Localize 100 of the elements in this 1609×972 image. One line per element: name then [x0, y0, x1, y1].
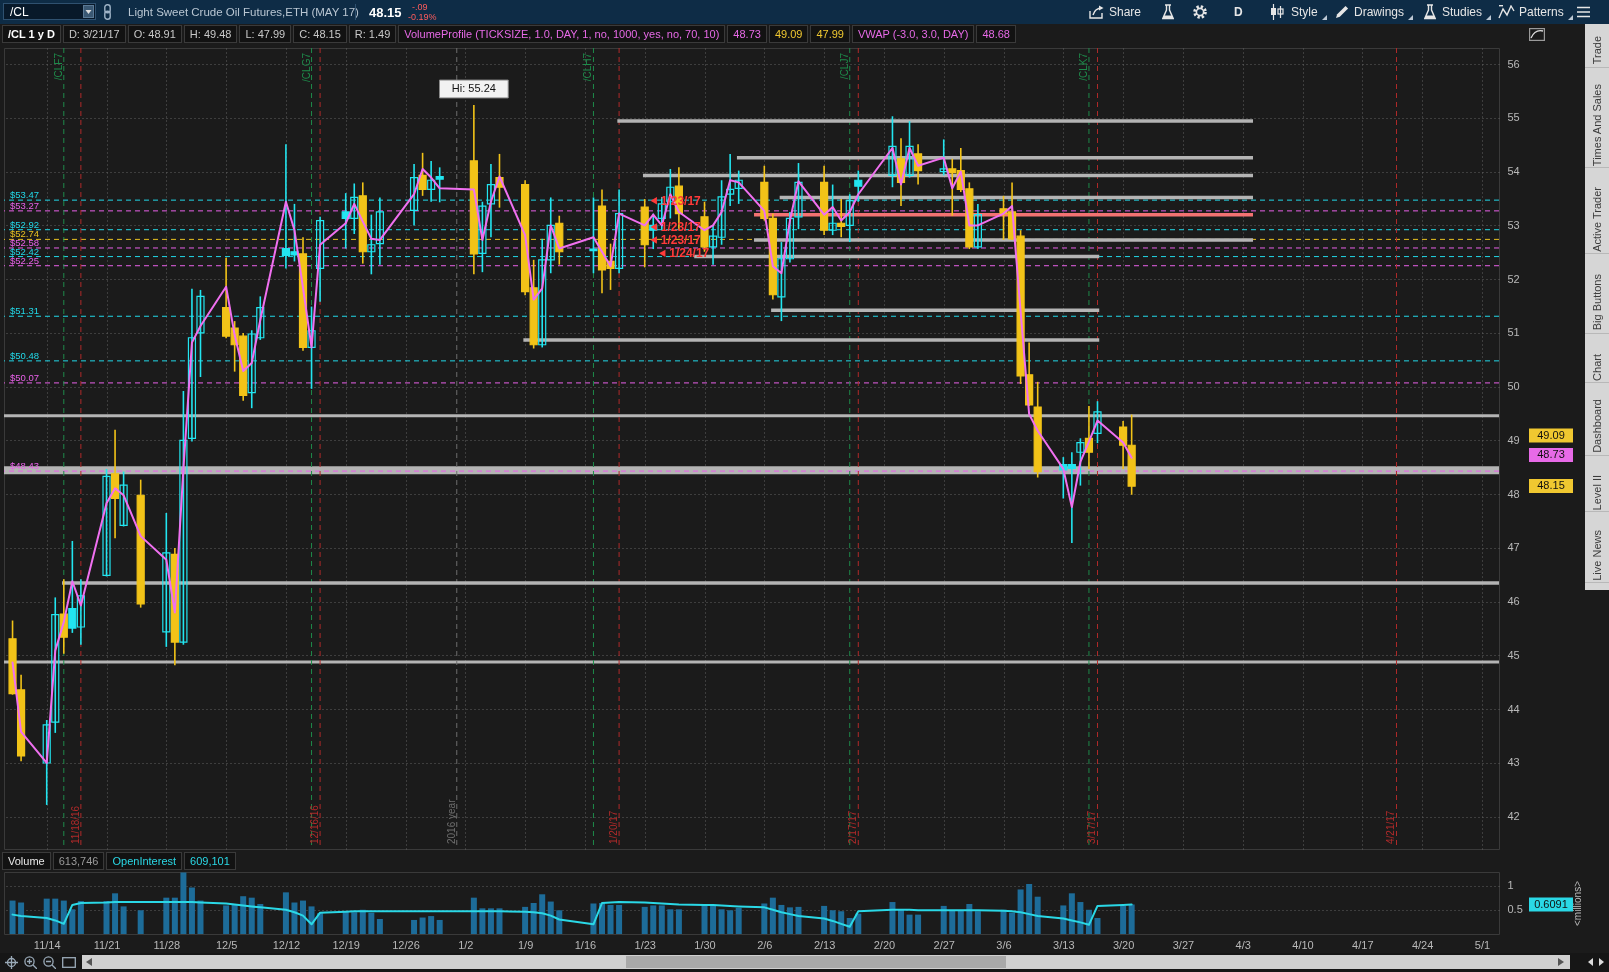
text: VWAP (-3.0, 3.0, DAY): [851, 25, 975, 43]
bar: [240, 896, 247, 934]
bar: [778, 904, 785, 934]
text: -.09: [412, 2, 428, 12]
bar: [248, 897, 255, 934]
bar: [77, 901, 84, 934]
text: Patterns: [1519, 5, 1564, 19]
line-series: [11, 146, 1133, 764]
candlestick: [119, 470, 128, 528]
ref-line-label: $52.92: [10, 218, 40, 230]
ref-line-label: 12/16/16: [309, 804, 321, 844]
ref-line-label: /CLF7: [52, 52, 64, 81]
text: 48.15: [369, 4, 402, 20]
bar: [376, 918, 383, 934]
ref-line-label: 11/18/16: [69, 805, 81, 844]
bar: [52, 898, 59, 934]
bar: [1094, 918, 1101, 934]
x-tick-label: 4/24: [1411, 938, 1434, 951]
bar: [359, 909, 366, 934]
bar: [556, 910, 563, 934]
text: Chart: [1591, 353, 1603, 381]
candlestick: [196, 289, 205, 378]
y-axis-title: <millions>: [1571, 880, 1583, 927]
bar: [419, 917, 426, 934]
candlestick: [375, 196, 384, 266]
bar: [1034, 896, 1041, 934]
bar: [103, 901, 110, 934]
x-tick-label: 12/19: [332, 938, 360, 951]
candlestick: [854, 169, 863, 203]
x-tick-label: 1/9: [517, 938, 534, 951]
text: VolumeProfile (TICKSIZE, 1.0, DAY, 1, no, 1000, yes, no, 70, 10): [398, 25, 726, 43]
text: Light Sweet Crude Oil Futures,ETH (MAY 17): [128, 6, 359, 18]
candlestick: [307, 305, 316, 390]
bar: [137, 910, 144, 934]
x-tick-label: 12/26: [392, 938, 420, 951]
x-tick-label: 11/21: [93, 938, 121, 951]
candlestick: [538, 238, 547, 349]
bar: [710, 905, 717, 934]
bar: [436, 919, 443, 934]
ref-line-label: 3/17/17: [1086, 810, 1098, 844]
bar: [282, 892, 289, 934]
candlestick: [589, 196, 598, 275]
text: H: 49.48: [183, 25, 238, 43]
y-tick-label: 53: [1507, 218, 1520, 231]
candlestick: [1093, 400, 1102, 444]
y-tick-label: 54: [1507, 165, 1520, 178]
text: Studies: [1442, 5, 1483, 19]
candlestick: [51, 596, 60, 734]
ref-line-label: /CLK7: [1077, 52, 1089, 81]
candlestick: [726, 153, 735, 207]
annotation: Hi: 55.24: [451, 81, 496, 94]
x-tick-label: 4/10: [1292, 938, 1314, 951]
bar: [829, 910, 836, 934]
y-tick-label: 48: [1507, 487, 1520, 500]
candlestick: [42, 719, 51, 806]
x-tick-label: 2/27: [933, 938, 955, 951]
x-tick-label: 5/1: [1474, 938, 1491, 951]
bar: [786, 907, 793, 934]
x-tick-label: 2/13: [813, 938, 836, 951]
x-tick-label: 3/6: [996, 938, 1012, 951]
bar: [112, 893, 119, 934]
bar: [795, 906, 802, 934]
text: O: 48.91: [127, 25, 182, 43]
y-tick-label: 0.5: [1507, 903, 1523, 916]
bar: [180, 872, 187, 934]
text: 48.68: [976, 25, 1016, 43]
text: Volume: [2, 852, 51, 870]
bar: [163, 897, 170, 934]
bar: [769, 897, 776, 934]
x-tick-label: 1/16: [574, 938, 597, 951]
text: L: 47.99: [239, 25, 292, 43]
bar: [197, 900, 204, 934]
bar: [317, 913, 324, 934]
x-tick-label: 2/6: [757, 938, 773, 951]
bar: [949, 910, 956, 934]
candlestick: [179, 390, 188, 646]
text: 48.73: [1537, 447, 1565, 460]
candlestick: [734, 169, 743, 205]
bar: [607, 904, 614, 934]
text: Times And Sales: [1591, 84, 1603, 167]
x-tick-label: 1/30: [694, 938, 716, 951]
bar: [411, 919, 418, 934]
candlestick: [905, 120, 914, 179]
y-tick-label: 43: [1507, 756, 1520, 769]
text: 47.99: [810, 25, 850, 43]
x-tick-label: 3/20: [1112, 938, 1135, 951]
text: 613,746: [52, 852, 105, 870]
text: D: [1234, 5, 1243, 19]
text: 49.09: [1537, 428, 1565, 441]
ref-line-label: $50.07: [10, 371, 40, 383]
bar: [69, 909, 76, 934]
ref-line-label: 2/17/17: [847, 810, 859, 844]
text: Big Buttons: [1591, 274, 1603, 331]
ref-line-label: $52.42: [10, 245, 40, 257]
bar: [1026, 884, 1033, 934]
bar: [1077, 902, 1084, 934]
candlestick: [409, 163, 419, 227]
y-tick-label: 42: [1507, 810, 1520, 823]
candlestick: [939, 138, 948, 177]
ref-line-label: 1/20/17: [608, 810, 620, 844]
